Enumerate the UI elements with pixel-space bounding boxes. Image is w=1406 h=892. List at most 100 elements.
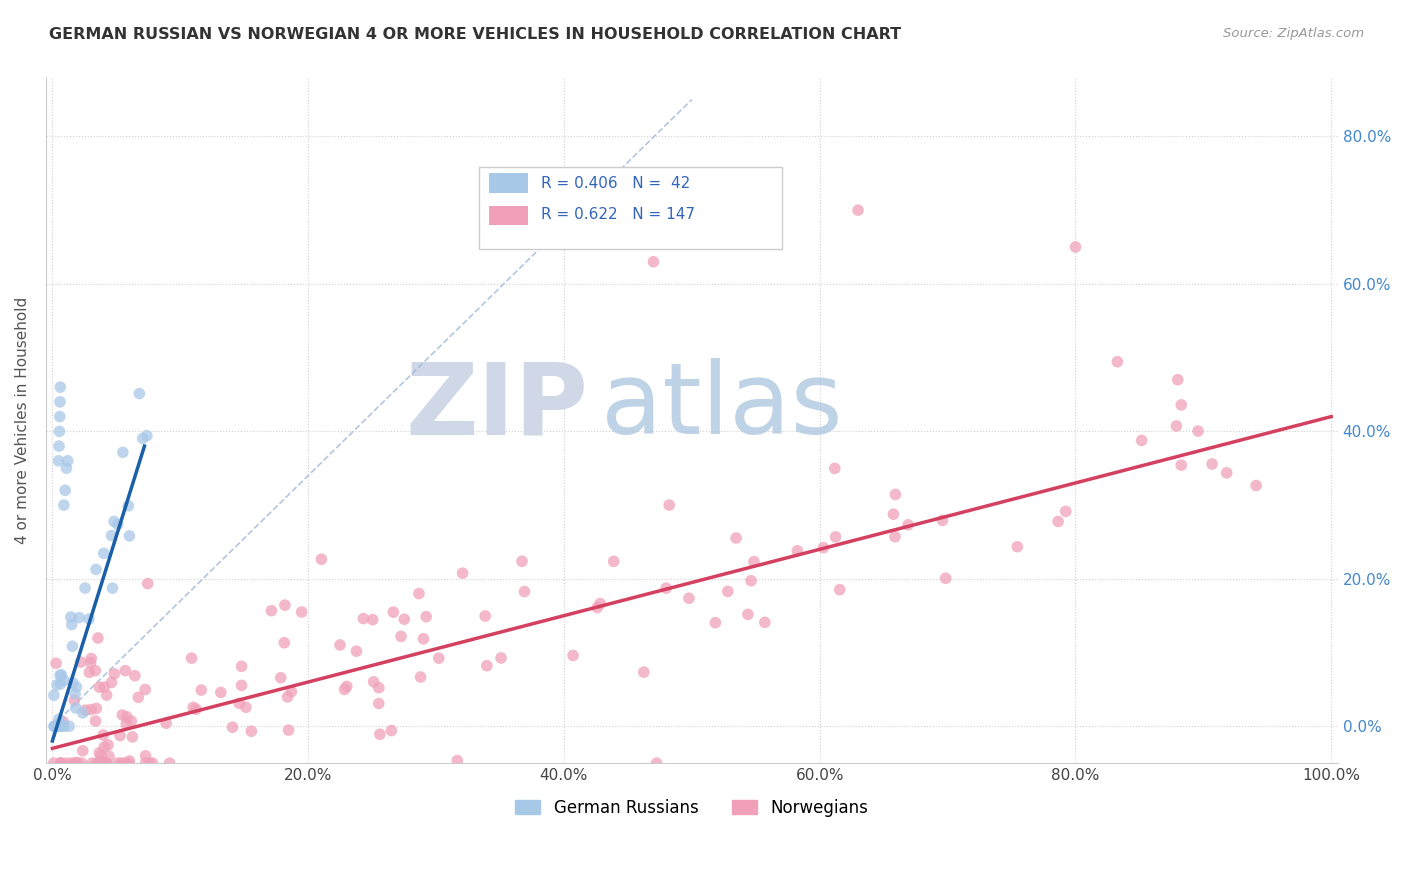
Point <box>273 636 295 650</box>
Point <box>48 439 70 453</box>
Point <box>118 529 141 543</box>
FancyBboxPatch shape <box>478 167 782 249</box>
Point <box>231 659 253 673</box>
Point <box>45 719 67 733</box>
Point <box>645 756 668 771</box>
Point <box>93 680 115 694</box>
Point <box>80 702 103 716</box>
Point <box>935 571 957 585</box>
Point <box>704 615 727 630</box>
Text: Source: ZipAtlas.com: Source: ZipAtlas.com <box>1223 27 1364 40</box>
Point <box>45 657 67 671</box>
Point <box>48 719 70 733</box>
Point <box>382 605 405 619</box>
Point <box>67 610 90 624</box>
Point <box>48 454 70 468</box>
Point <box>352 611 374 625</box>
Point <box>643 254 665 268</box>
Point <box>367 681 389 695</box>
Point <box>291 605 314 619</box>
Point <box>69 655 91 669</box>
Point <box>368 727 391 741</box>
Point <box>260 604 283 618</box>
Point <box>84 664 107 678</box>
Point <box>58 719 80 733</box>
Point <box>62 676 84 690</box>
Point <box>155 716 177 731</box>
Point <box>742 555 765 569</box>
Point <box>42 719 65 733</box>
Point <box>181 700 204 714</box>
Point <box>451 566 474 581</box>
Point <box>89 754 111 768</box>
Point <box>100 528 122 542</box>
Point <box>63 756 86 771</box>
Point <box>1170 458 1192 472</box>
Point <box>725 531 748 545</box>
Point <box>127 690 149 705</box>
Point <box>120 714 142 728</box>
Text: ZIP: ZIP <box>405 358 589 455</box>
Point <box>513 584 536 599</box>
Point <box>408 586 430 600</box>
Point <box>1064 240 1087 254</box>
Point <box>107 517 129 532</box>
Point <box>586 600 609 615</box>
Point <box>48 712 70 726</box>
Point <box>45 719 67 733</box>
Point <box>52 498 75 512</box>
Point <box>655 581 678 595</box>
Point <box>108 729 131 743</box>
Point <box>589 597 612 611</box>
Point <box>274 598 297 612</box>
Point <box>46 678 69 692</box>
Text: R = 0.622   N = 147: R = 0.622 N = 147 <box>541 207 695 222</box>
Point <box>134 756 156 771</box>
Point <box>824 461 846 475</box>
Point <box>42 688 65 702</box>
Point <box>884 487 907 501</box>
Point <box>56 454 79 468</box>
Point <box>380 723 402 738</box>
Point <box>740 574 762 588</box>
Point <box>235 700 257 714</box>
Point <box>59 610 82 624</box>
Point <box>277 723 299 737</box>
Point <box>346 644 368 658</box>
Point <box>107 756 129 771</box>
Point <box>63 693 86 707</box>
Point <box>90 748 112 763</box>
Point <box>103 515 125 529</box>
Point <box>51 668 73 682</box>
Point <box>602 554 624 568</box>
Point <box>280 684 302 698</box>
Point <box>931 513 953 527</box>
Point <box>1170 398 1192 412</box>
Point <box>415 609 437 624</box>
Point <box>389 629 412 643</box>
Point <box>489 651 512 665</box>
Point <box>51 756 73 771</box>
Point <box>824 530 846 544</box>
Point <box>49 756 72 771</box>
Point <box>1244 478 1267 492</box>
Point <box>77 612 100 626</box>
Point <box>1215 466 1237 480</box>
Point <box>124 669 146 683</box>
Point <box>135 748 157 763</box>
Point <box>49 719 72 733</box>
Point <box>91 728 114 742</box>
Point <box>115 709 138 723</box>
Point <box>75 703 97 717</box>
Point <box>84 562 107 576</box>
Point <box>44 719 66 733</box>
Point <box>93 546 115 560</box>
Point <box>89 680 111 694</box>
Point <box>90 756 112 771</box>
Point <box>52 714 75 729</box>
Point <box>475 658 498 673</box>
Point <box>75 581 97 595</box>
Point <box>131 432 153 446</box>
Point <box>48 716 70 731</box>
Point <box>82 756 104 771</box>
